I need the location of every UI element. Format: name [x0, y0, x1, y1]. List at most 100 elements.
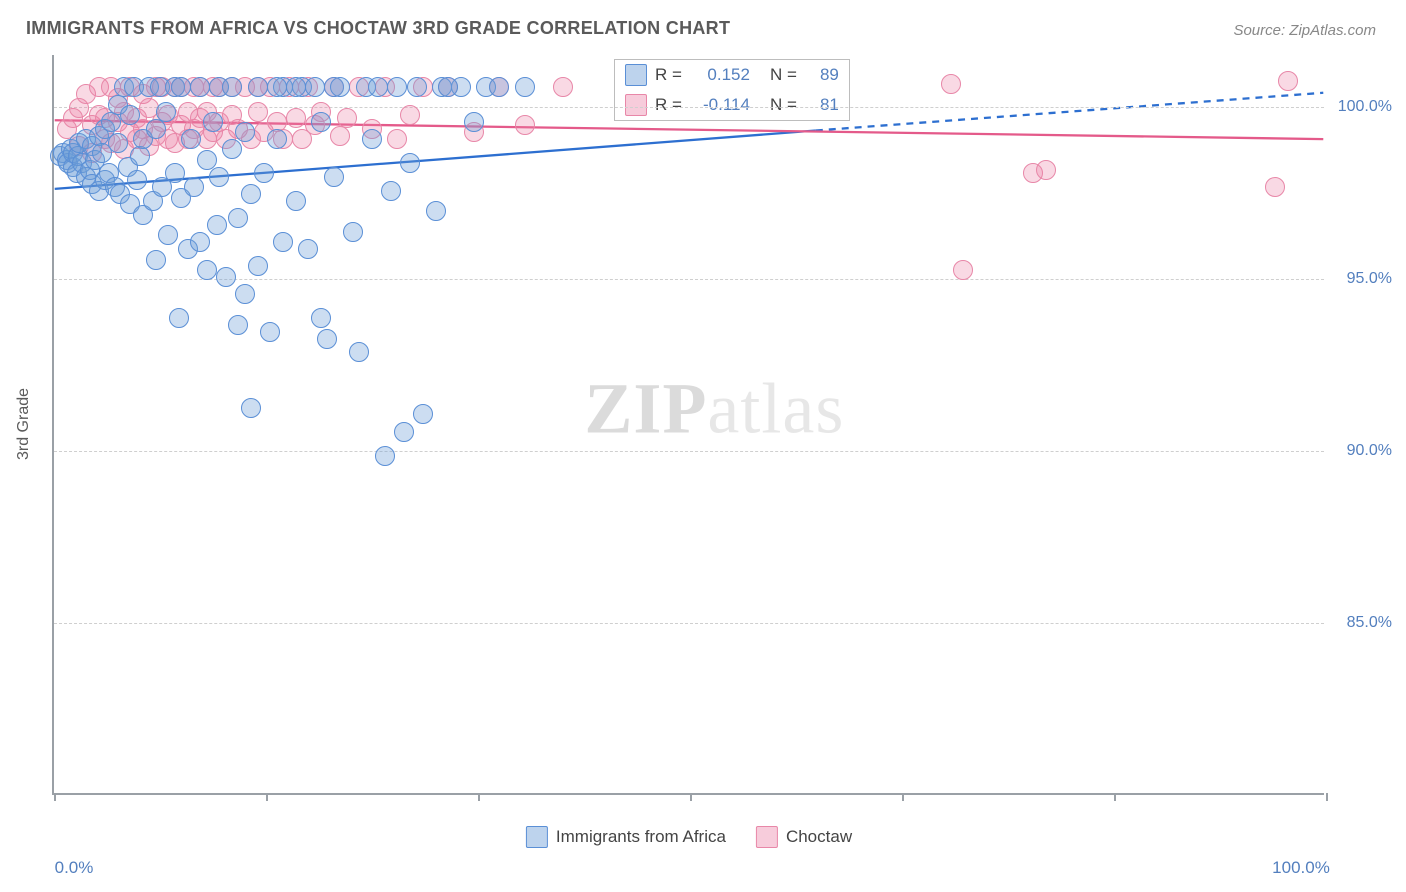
data-point	[375, 446, 395, 466]
y-tick-label: 90.0%	[1347, 442, 1392, 460]
x-tick	[690, 793, 692, 801]
data-point	[553, 77, 573, 97]
data-point	[407, 77, 427, 97]
data-point	[120, 105, 140, 125]
watermark: ZIPatlas	[584, 368, 844, 451]
chart-container: IMMIGRANTS FROM AFRICA VS CHOCTAW 3RD GR…	[0, 0, 1406, 892]
data-point	[222, 139, 242, 159]
data-point	[286, 77, 306, 97]
data-point	[413, 404, 433, 424]
trend-lines	[54, 55, 1324, 793]
data-point	[941, 74, 961, 94]
legend-series-label: Choctaw	[786, 827, 852, 847]
data-point	[267, 77, 287, 97]
watermark-atlas: atlas	[707, 369, 844, 449]
data-point	[515, 115, 535, 135]
data-point	[1036, 160, 1056, 180]
data-point	[515, 77, 535, 97]
legend-r-label: R =	[655, 95, 682, 115]
data-point	[156, 102, 176, 122]
data-point	[108, 133, 128, 153]
data-point	[400, 105, 420, 125]
data-point	[330, 77, 350, 97]
x-tick-label: 100.0%	[1272, 858, 1330, 878]
grid-line	[54, 451, 1324, 452]
data-point	[169, 308, 189, 328]
legend-series-label: Immigrants from Africa	[556, 827, 726, 847]
data-point	[387, 129, 407, 149]
legend-r-value: -0.114	[690, 95, 750, 115]
data-point	[267, 129, 287, 149]
grid-line	[54, 107, 1324, 108]
data-point	[381, 181, 401, 201]
watermark-zip: ZIP	[584, 369, 707, 449]
data-point	[248, 256, 268, 276]
data-point	[273, 232, 293, 252]
data-point	[146, 119, 166, 139]
x-tick-label: 0.0%	[55, 858, 94, 878]
data-point	[324, 167, 344, 187]
data-point	[216, 267, 236, 287]
data-point	[235, 284, 255, 304]
data-point	[190, 232, 210, 252]
data-point	[165, 163, 185, 183]
legend-item: Choctaw	[756, 826, 852, 848]
data-point	[330, 126, 350, 146]
y-tick-label: 85.0%	[1347, 614, 1392, 632]
data-point	[248, 77, 268, 97]
plot-area: 3rd Grade ZIPatlas R =0.152N =89R =-0.11…	[52, 55, 1324, 795]
data-point	[311, 112, 331, 132]
data-point	[241, 398, 261, 418]
y-tick-label: 95.0%	[1347, 270, 1392, 288]
x-tick	[902, 793, 904, 801]
y-tick-label: 100.0%	[1338, 98, 1392, 116]
data-point	[426, 201, 446, 221]
data-point	[248, 102, 268, 122]
data-point	[209, 167, 229, 187]
data-point	[241, 184, 261, 204]
grid-line	[54, 279, 1324, 280]
data-point	[197, 150, 217, 170]
x-tick	[478, 793, 480, 801]
correlation-legend: R =0.152N =89R =-0.114N =81	[614, 59, 850, 121]
legend-swatch	[756, 826, 778, 848]
data-point	[298, 239, 318, 259]
legend-r-value: 0.152	[690, 65, 750, 85]
data-point	[228, 315, 248, 335]
data-point	[337, 108, 357, 128]
data-point	[286, 191, 306, 211]
data-point	[362, 129, 382, 149]
legend-r-label: R =	[655, 65, 682, 85]
data-point	[158, 225, 178, 245]
data-point	[311, 308, 331, 328]
legend-swatch	[625, 64, 647, 86]
data-point	[260, 322, 280, 342]
data-point	[1265, 177, 1285, 197]
data-point	[317, 329, 337, 349]
data-point	[254, 163, 274, 183]
data-point	[171, 77, 191, 97]
legend-swatch	[526, 826, 548, 848]
data-point	[228, 208, 248, 228]
data-point	[343, 222, 363, 242]
chart-title: IMMIGRANTS FROM AFRICA VS CHOCTAW 3RD GR…	[26, 18, 730, 39]
y-axis-title: 3rd Grade	[15, 388, 33, 460]
data-point	[127, 170, 147, 190]
data-point	[181, 129, 201, 149]
legend-n-value: 89	[805, 65, 839, 85]
data-point	[368, 77, 388, 97]
legend-n-value: 81	[805, 95, 839, 115]
legend-row: R =0.152N =89	[615, 60, 849, 90]
data-point	[130, 146, 150, 166]
grid-line	[54, 623, 1324, 624]
data-point	[438, 77, 458, 97]
x-tick	[54, 793, 56, 801]
data-point	[400, 153, 420, 173]
data-point	[286, 108, 306, 128]
x-tick	[1326, 793, 1328, 801]
data-point	[464, 112, 484, 132]
data-point	[207, 215, 227, 235]
legend-n-label: N =	[770, 95, 797, 115]
data-point	[489, 77, 509, 97]
data-point	[146, 250, 166, 270]
